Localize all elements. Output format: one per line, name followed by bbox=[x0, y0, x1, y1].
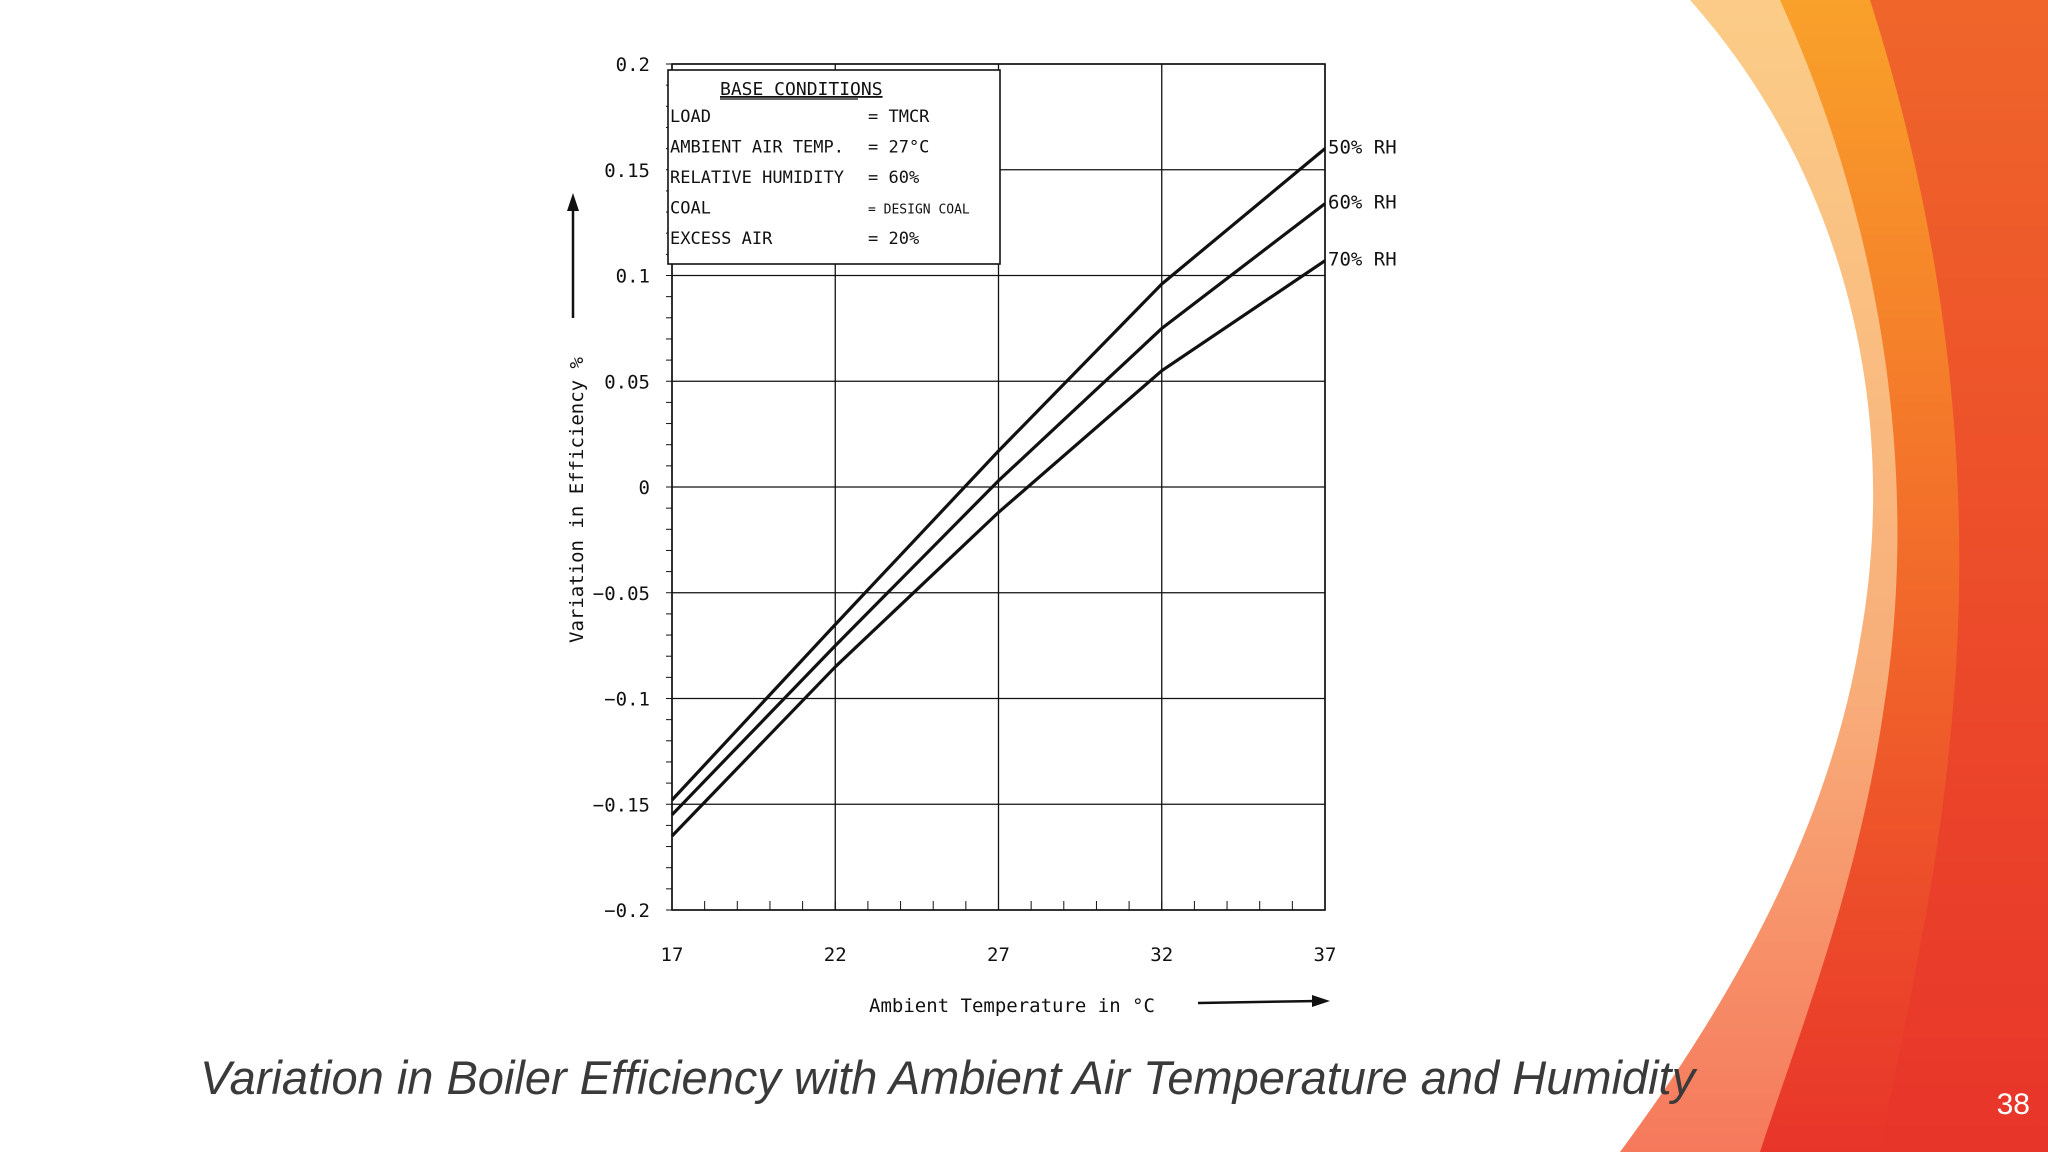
x-axis-arrow-head bbox=[1312, 995, 1330, 1007]
base-conditions-title: BASE CONDITIONS bbox=[720, 79, 883, 100]
y-axis-arrow-head bbox=[567, 193, 579, 211]
y-tick-label: 0.15 bbox=[604, 160, 650, 182]
x-tick-label: 32 bbox=[1150, 944, 1173, 966]
chart-labels: −0.2 −0.15 −0.1 −0.05 0 0.05 0.1 0.15 0.2 17 22 27 3… bbox=[566, 54, 1397, 1017]
base-condition-key: COAL bbox=[670, 199, 711, 219]
series-label: 50% RH bbox=[1328, 137, 1397, 159]
deco-swoosh-edge bbox=[1870, 0, 2048, 1152]
series-label: 60% RH bbox=[1328, 192, 1397, 214]
y-tick-label: 0.1 bbox=[616, 266, 650, 288]
base-condition-key: AMBIENT AIR TEMP. bbox=[670, 138, 844, 158]
base-condition-key: LOAD bbox=[670, 107, 711, 127]
series-line bbox=[670, 259, 1326, 838]
page-number: 38 bbox=[1996, 1088, 2030, 1121]
y-axis-label: Variation in Efficiency % bbox=[566, 356, 588, 643]
y-tick-label: 0 bbox=[639, 477, 650, 499]
series-line bbox=[670, 202, 1326, 816]
slide-caption: Variation in Boiler Efficiency with Ambi… bbox=[200, 1051, 1696, 1104]
x-axis-arrow-shaft bbox=[1197, 999, 1319, 1005]
base-condition-value: = TMCR bbox=[868, 107, 930, 127]
y-tick-label: 0.2 bbox=[616, 54, 650, 76]
x-tick-label: 27 bbox=[987, 944, 1010, 966]
base-condition-key: EXCESS AIR bbox=[670, 229, 773, 249]
series-label: 70% RH bbox=[1328, 249, 1397, 271]
y-tick-label: −0.05 bbox=[593, 583, 650, 605]
y-tick-label: −0.2 bbox=[604, 900, 650, 922]
base-conditions-box: BASE CONDITIONS LOAD = TMCR AMBIENT AIR TEM… bbox=[667, 69, 1001, 265]
x-tick-label: 37 bbox=[1314, 944, 1337, 966]
x-tick-label: 17 bbox=[661, 944, 684, 966]
y-tick-label: −0.15 bbox=[593, 794, 650, 816]
base-condition-value: = 60% bbox=[868, 168, 919, 188]
base-condition-value: = 20% bbox=[868, 229, 919, 249]
base-condition-value: = 27°C bbox=[868, 138, 929, 158]
series-line bbox=[670, 147, 1327, 802]
base-condition-key: RELATIVE HUMIDITY bbox=[670, 168, 844, 188]
chart-series bbox=[670, 147, 1327, 838]
base-conditions-frame bbox=[667, 69, 1001, 265]
chart-axes bbox=[666, 63, 1326, 911]
y-tick-label: −0.1 bbox=[604, 689, 650, 711]
x-tick-label: 22 bbox=[824, 944, 847, 966]
y-tick-label: 0.05 bbox=[604, 371, 650, 393]
base-condition-value: = DESIGN COAL bbox=[868, 203, 970, 218]
x-axis-label: Ambient Temperature in °C bbox=[869, 995, 1155, 1017]
